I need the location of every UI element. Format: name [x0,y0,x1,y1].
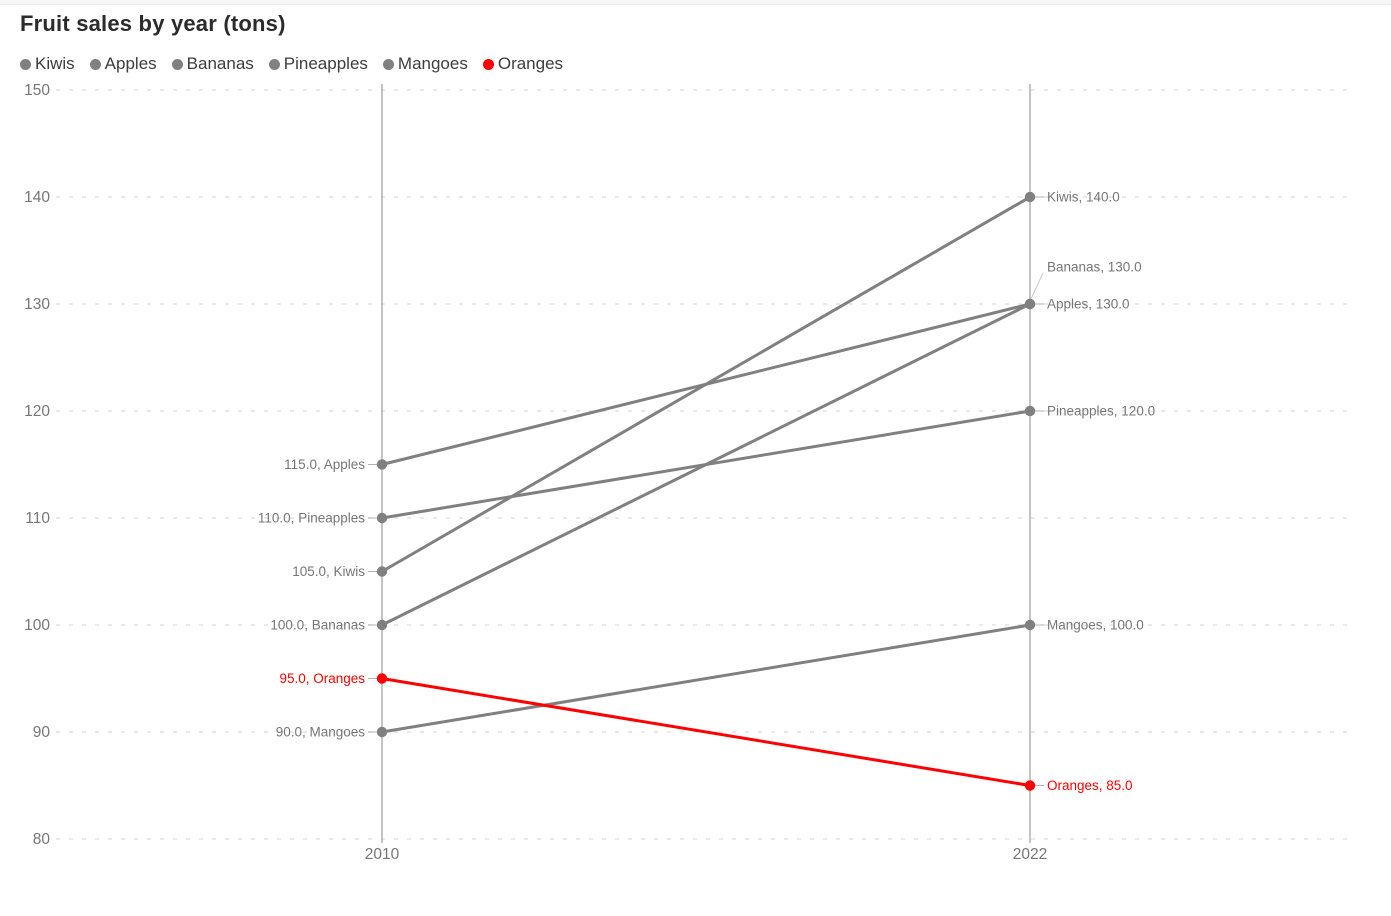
data-point-oranges-2010[interactable] [376,673,388,684]
legend-dot-bananas [171,58,183,70]
series-line-pineapples[interactable] [381,409,1031,520]
legend-item-oranges[interactable]: Oranges [482,54,564,74]
data-point-oranges-2022[interactable] [1024,780,1036,791]
data-point-bananas-2010[interactable] [376,619,388,631]
series-line-oranges[interactable] [381,677,1031,787]
legend-item-apples[interactable]: Apples [89,54,157,74]
data-point-mangoes-2022[interactable] [1024,619,1036,631]
label-right-kiwis: Kiwis, 140.0 [1047,190,1120,205]
y-tick-label: 80 [33,831,51,848]
legend-dot-oranges [482,58,494,70]
x-tick-label-2010: 2010 [365,846,400,863]
label-right-mangoes: Mangoes, 100.0 [1047,618,1144,633]
chart-title: Fruit sales by year (tons) [20,11,286,36]
label-left-bananas: 100.0, Bananas [270,618,365,633]
data-point-pineapples-2010[interactable] [376,512,388,524]
data-point-pineapples-2022[interactable] [1024,405,1036,417]
legend-item-kiwis[interactable]: Kiwis [20,54,75,74]
legend-item-label: Apples [104,54,157,73]
legend-item-pineapples[interactable]: Pineapples [268,54,368,74]
legend-dot-apples [89,58,101,70]
legend-dot-pineapples [268,58,280,70]
label-right-oranges: Oranges, 85.0 [1047,778,1133,793]
legend-item-label: Mangoes [397,54,468,73]
legend-item-label: Pineapples [283,54,368,73]
y-tick-label: 130 [24,296,50,313]
y-tick-label: 90 [33,724,51,741]
label-left-pineapples: 110.0, Pineapples [258,511,365,526]
y-tick-label: 150 [24,82,50,99]
label-right-apples: Apples, 130.0 [1047,297,1130,312]
data-point-mangoes-2010[interactable] [376,726,388,738]
legend-dot-mangoes [382,58,394,70]
y-tick-label: 140 [24,189,50,206]
data-point-kiwis-2010[interactable] [376,566,388,577]
label-leader-line [1030,272,1044,300]
data-point-apples-2010[interactable] [376,459,388,470]
label-left-kiwis: 105.0, Kiwis [292,564,365,579]
series-line-mangoes[interactable] [381,623,1031,734]
legend: Kiwis Apples Bananas Pineapples Mangoes Orang… [20,54,563,74]
series-line-apples[interactable] [381,302,1031,466]
y-tick-label: 110 [25,510,50,527]
legend-dot-kiwis [20,58,31,70]
label-right-bananas: Bananas, 130.0 [1047,260,1142,275]
legend-item-label: Oranges [497,54,564,73]
label-left-oranges: 95.0, Oranges [279,671,365,686]
legend-item-bananas[interactable]: Bananas [171,54,254,74]
y-tick-label: 100 [24,617,50,634]
data-point-bananas-2022[interactable] [1024,298,1036,310]
x-tick-label-2022: 2022 [1013,846,1047,863]
data-point-kiwis-2022[interactable] [1024,191,1036,203]
y-tick-label: 120 [24,403,50,420]
label-right-pineapples: Pineapples, 120.0 [1047,404,1155,419]
label-left-apples: 115.0, Apples [284,457,365,472]
legend-item-label: Bananas [186,54,254,73]
label-left-mangoes: 90.0, Mangoes [276,725,366,740]
legend-item-mangoes[interactable]: Mangoes [382,54,468,74]
window-top-strip [0,0,1391,5]
legend-item-label: Kiwis [35,54,75,73]
